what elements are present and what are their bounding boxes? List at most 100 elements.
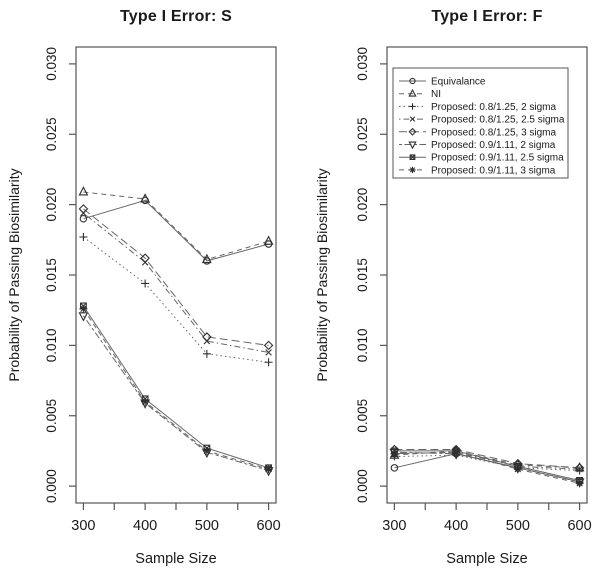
series-proposed-0-8-1-25-2-sigma xyxy=(390,451,584,475)
series-line-proposed-0-8-1-25-2-5-sigma xyxy=(83,212,269,353)
marker-diamond xyxy=(78,204,89,214)
y-tick-label: 0.005 xyxy=(355,399,370,433)
marker-triangle-up xyxy=(201,253,212,264)
marker-plus xyxy=(264,358,273,367)
series-equivalance xyxy=(390,449,584,486)
legend-marker-asterisk xyxy=(409,166,416,174)
x-tick-label: 400 xyxy=(133,518,157,534)
x-tick-label: 500 xyxy=(195,518,219,534)
legend-row: Proposed: 0.8/1.25, 2.5 sigma xyxy=(399,115,565,126)
x-axis-label-s: Sample Size xyxy=(135,551,217,567)
legend-label: Proposed: 0.8/1.25, 2 sigma xyxy=(431,102,557,113)
legend-row: Proposed: 0.9/1.11, 3 sigma xyxy=(399,165,556,176)
axes: 0.000 0.005 0.010 0.015 0.020 0.025 0.030 300 40… xyxy=(44,46,281,534)
axes: 0.000 0.005 0.010 0.015 0.020 0.025 0.030 300 40… xyxy=(355,46,592,534)
plot-panel-s: 0.000 0.005 0.010 0.015 0.020 0.025 0.030 300 40… xyxy=(44,46,281,534)
legend-label: Proposed: 0.9/1.11, 2.5 sigma xyxy=(431,153,564,164)
legend-box xyxy=(392,67,569,179)
legend-marker-square-x xyxy=(409,154,416,161)
legend-marker-triangle-up xyxy=(408,88,417,97)
legend-label: Equivalance xyxy=(431,77,486,88)
marker-diamond xyxy=(263,340,274,351)
marker-circle xyxy=(79,214,88,223)
marker-diamond xyxy=(140,253,150,263)
marker-plus xyxy=(141,279,150,288)
y-tick-label: 0.025 xyxy=(44,117,59,151)
series-proposed-0-8-1-25-3-sigma xyxy=(78,204,274,351)
legend-marker-triangle-down xyxy=(408,141,417,150)
series-proposed-0-9-1-11-2-sigma xyxy=(389,448,585,488)
panel-title-type1-error-s: Type I Error: S xyxy=(119,8,233,25)
series-line-proposed-0-8-1-25-2-sigma xyxy=(394,454,580,472)
legend-label: Proposed: 0.9/1.11, 2 sigma xyxy=(431,140,556,151)
marker-triangle-up xyxy=(263,235,274,245)
y-tick-label: 0.010 xyxy=(44,328,59,362)
marker-x xyxy=(265,349,272,356)
legend-row: Proposed: 0.9/1.11, 2.5 sigma xyxy=(399,153,564,164)
series-line-proposed-0-9-1-11-2-sigma xyxy=(82,315,269,472)
y-tick-label: 0.025 xyxy=(355,117,370,151)
y-tick-label: 0.020 xyxy=(355,188,370,222)
legend-row: Equivalance xyxy=(399,77,486,88)
x-tick-label: 300 xyxy=(382,518,406,534)
plot-frame xyxy=(75,46,277,504)
marker-asterisk xyxy=(575,479,584,488)
y-tick-label: 0.005 xyxy=(44,399,59,433)
marker-asterisk xyxy=(452,448,461,457)
legend-marker-plus xyxy=(409,103,416,110)
y-tick-label: 0.030 xyxy=(44,47,59,81)
legend-label: Proposed: 0.8/1.25, 3 sigma xyxy=(431,127,557,138)
series-proposed-0-9-1-11-2-sigma xyxy=(78,312,274,477)
legend-label: NI xyxy=(431,89,441,100)
marker-plus xyxy=(79,233,88,241)
series-line-proposed-0-8-1-25-2-sigma xyxy=(83,236,269,363)
y-tick-label: 0.015 xyxy=(355,258,370,292)
marker-asterisk xyxy=(390,449,399,458)
legend-marker-x xyxy=(409,116,416,122)
y-tick-label: 0.020 xyxy=(44,188,59,222)
series-line-proposed-0-9-1-11-3-sigma xyxy=(82,308,269,470)
series-proposed-0-8-1-25-2-sigma xyxy=(79,233,273,367)
marker-diamond xyxy=(574,463,585,473)
series-line-proposed-0-9-1-11-2-5-sigma xyxy=(394,450,580,481)
legend-label: Proposed: 0.8/1.25, 2.5 sigma xyxy=(431,115,565,126)
series-line-proposed-0-8-1-25-3-sigma xyxy=(394,449,580,469)
series-line-proposed-0-9-1-11-3-sigma xyxy=(394,451,580,484)
series-line-equivalance xyxy=(83,199,269,262)
x-axis-label-f: Sample Size xyxy=(446,551,528,567)
y-tick-label: 0.030 xyxy=(355,47,370,81)
y-tick-label: 0.010 xyxy=(355,328,370,362)
y-tick-label: 0.000 xyxy=(355,469,370,503)
legend-row: NI xyxy=(399,88,441,100)
marker-asterisk xyxy=(141,397,150,406)
marker-plus xyxy=(575,466,584,475)
legend-row: Proposed: 0.9/1.11, 2 sigma xyxy=(399,140,556,151)
legend-label: Proposed: 0.9/1.11, 3 sigma xyxy=(431,165,556,176)
marker-triangle-down xyxy=(78,312,89,322)
series-line-proposed-0-8-1-25-3-sigma xyxy=(83,208,269,346)
series-proposed-0-9-1-11-3-sigma xyxy=(390,448,584,488)
series-line-proposed-0-9-1-11-2-sigma xyxy=(394,451,580,483)
marker-asterisk xyxy=(202,446,211,455)
series-line-proposed-0-8-1-25-2-5-sigma xyxy=(394,451,580,470)
x-tick-label: 600 xyxy=(567,518,591,534)
marker-asterisk xyxy=(513,465,522,474)
marker-plus xyxy=(202,349,211,358)
y-tick-label: 0.015 xyxy=(44,258,59,292)
series-proposed-0-8-1-25-2-5-sigma xyxy=(80,209,272,356)
series-ni xyxy=(78,186,274,264)
x-tick-label: 500 xyxy=(506,518,530,534)
x-tick-label: 400 xyxy=(444,518,468,534)
marker-triangle-up xyxy=(78,186,89,196)
series-line-proposed-0-9-1-11-2-5-sigma xyxy=(82,305,269,469)
legend-row: Proposed: 0.8/1.25, 2 sigma xyxy=(399,102,557,113)
series-proposed-0-9-1-11-2-5-sigma xyxy=(79,302,273,472)
marker-triangle-up xyxy=(140,193,151,203)
series-equivalance xyxy=(79,196,273,265)
plot-panel-f: 0.000 0.005 0.010 0.015 0.020 0.025 0.030 300 40… xyxy=(355,46,592,534)
marker-asterisk xyxy=(79,304,88,313)
marker-circle xyxy=(390,464,399,472)
series-line-ni xyxy=(83,191,269,261)
